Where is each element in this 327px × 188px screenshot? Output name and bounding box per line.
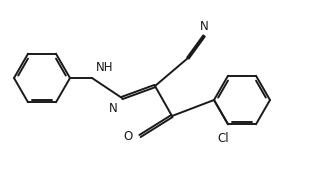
Text: Cl: Cl: [217, 132, 229, 145]
Text: N: N: [199, 20, 208, 33]
Text: N: N: [109, 102, 118, 115]
Text: O: O: [124, 130, 133, 143]
Text: NH: NH: [96, 61, 113, 74]
